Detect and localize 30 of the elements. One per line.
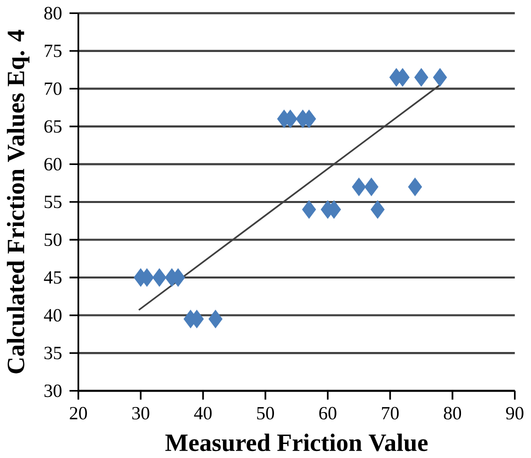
y-tick-label: 55: [44, 196, 62, 208]
x-tick-label: 90: [506, 406, 524, 420]
y-tick-label: 80: [44, 6, 62, 20]
point: [152, 268, 166, 287]
point: [364, 178, 378, 196]
y-tick-label: 50: [44, 233, 62, 246]
x-axis-title: Measured Friction Value: [165, 434, 428, 452]
point: [408, 178, 422, 196]
y-axis-title: Calculated Friction Values Eq. 4: [6, 30, 30, 374]
y-tick-label: 40: [44, 308, 62, 322]
point: [208, 310, 222, 328]
x-tick-label: 20: [70, 406, 87, 420]
x-tick-label: 60: [319, 406, 336, 420]
y-tick-label: 75: [44, 44, 62, 58]
x-tick-label: 80: [444, 406, 462, 420]
point: [302, 200, 316, 219]
x-tick-label: 40: [194, 406, 212, 420]
y-tick-label: 30: [44, 384, 62, 398]
point: [433, 68, 447, 86]
y-tick-label: 65: [44, 120, 62, 133]
point: [414, 68, 428, 86]
y-tick-label: 70: [44, 82, 62, 95]
y-tick-label: 35: [44, 346, 62, 360]
y-tick-label: 45: [44, 271, 62, 284]
x-tick-label: 70: [382, 406, 399, 420]
x-tick-label: 50: [257, 406, 274, 420]
point: [370, 200, 385, 219]
x-tick-label: 30: [132, 406, 150, 420]
y-tick-label: 60: [44, 158, 62, 170]
point: [352, 178, 366, 196]
